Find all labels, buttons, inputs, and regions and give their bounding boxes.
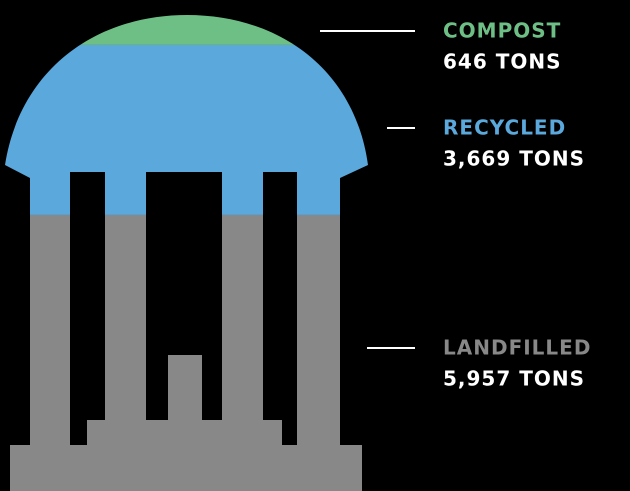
category-label: COMPOST	[443, 19, 561, 43]
value-label: 5,957 TONS	[443, 367, 585, 391]
gap	[202, 172, 222, 420]
column-gaps	[0, 172, 297, 491]
gap	[146, 172, 168, 420]
gap	[168, 172, 202, 355]
fill-band	[5, 15, 368, 45]
gap	[0, 420, 10, 491]
gap	[263, 172, 297, 420]
gap	[70, 172, 105, 420]
labels: COMPOST 646 TONS RECYCLED 3,669 TONS LANDFIL…	[320, 19, 591, 391]
category-label: LANDFILLED	[443, 336, 591, 360]
category-label: RECYCLED	[443, 116, 566, 140]
value-label: 3,669 TONS	[443, 147, 585, 171]
gap	[282, 420, 297, 445]
gap	[70, 420, 87, 445]
value-label: 646 TONS	[443, 50, 562, 74]
